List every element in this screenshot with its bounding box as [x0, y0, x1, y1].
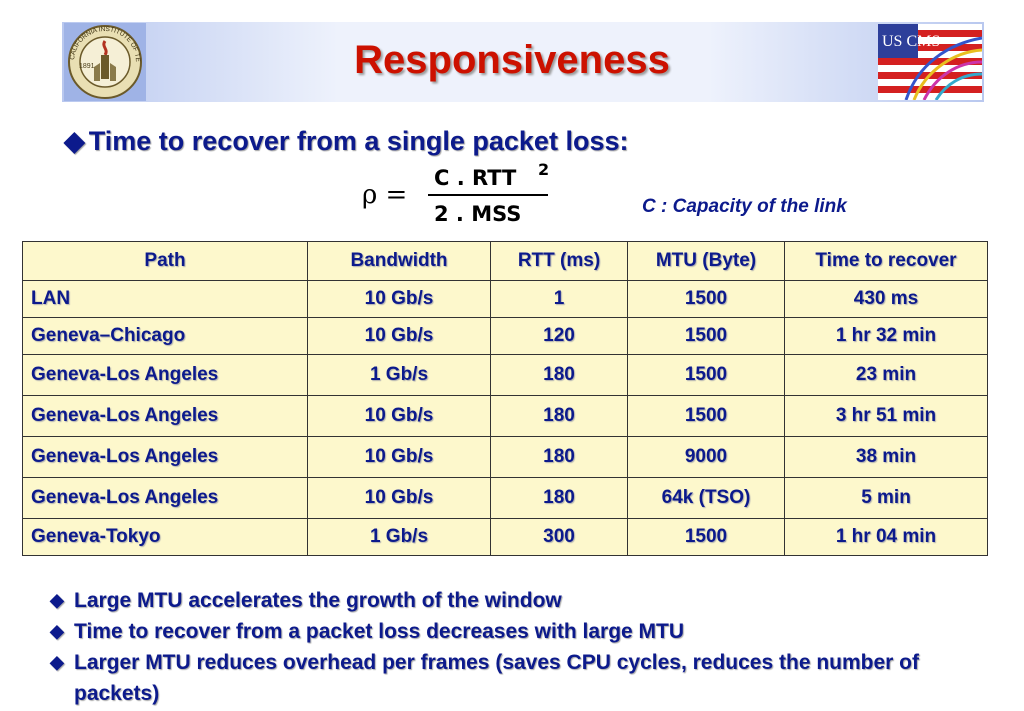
table-row: Geneva-Los Angeles 10 Gb/s 180 9000 38 m…: [22, 436, 988, 478]
formula-exponent: 2: [538, 160, 550, 179]
capacity-note: C : Capacity of the link: [642, 196, 847, 217]
cell-time: 38 min: [784, 436, 988, 478]
page-title: Responsiveness: [354, 38, 670, 82]
table-row: Geneva-Los Angeles 1 Gb/s 180 1500 23 mi…: [22, 354, 988, 396]
table-row: Geneva-Los Angeles 10 Gb/s 180 1500 3 hr…: [22, 395, 988, 437]
cell-mtu: 1500: [627, 354, 785, 396]
cell-rtt: 180: [490, 395, 628, 437]
formula-denominator: 2 . MSS: [434, 202, 522, 226]
cell-rtt: 300: [490, 518, 628, 556]
cell-time: 1 hr 32 min: [784, 317, 988, 355]
cell-path: Geneva-Los Angeles: [22, 354, 308, 396]
diamond-bullet-icon: ◆: [50, 590, 64, 610]
cell-path: Geneva-Tokyo: [22, 518, 308, 556]
cell-bandwidth: 10 Gb/s: [307, 477, 491, 519]
cell-path: Geneva-Los Angeles: [22, 436, 308, 478]
header-bandwidth: Bandwidth: [307, 241, 491, 281]
cell-mtu: 1500: [627, 518, 785, 556]
cell-time: 23 min: [784, 354, 988, 396]
cell-bandwidth: 1 Gb/s: [307, 354, 491, 396]
cell-bandwidth: 10 Gb/s: [307, 436, 491, 478]
note-text: Larger MTU reduces overhead per frames (…: [74, 651, 919, 705]
cell-rtt: 180: [490, 477, 628, 519]
caltech-seal-logo: 1891 CALIFORNIA INSTITUTE OF TECHNOLOGY: [64, 23, 146, 101]
header-mtu: MTU (Byte): [627, 241, 785, 281]
note-text: Large MTU accelerates the growth of the …: [74, 589, 562, 612]
formula-symbol: ρ =: [362, 180, 408, 210]
diamond-bullet-icon: ◆: [50, 621, 64, 641]
diamond-bullet-icon: ◆: [64, 126, 85, 156]
us-cms-logo-text: US CMS: [882, 33, 940, 50]
note-text: Time to recover from a packet loss decre…: [74, 620, 685, 643]
header-rtt: RTT (ms): [490, 241, 628, 281]
table-row: Geneva-Los Angeles 10 Gb/s 180 64k (TSO)…: [22, 477, 988, 519]
cell-rtt: 1: [490, 280, 628, 318]
cell-bandwidth: 10 Gb/s: [307, 317, 491, 355]
diamond-bullet-icon: ◆: [50, 652, 64, 672]
formula-numerator: C . RTT: [434, 166, 517, 190]
recovery-time-table: Path Bandwidth RTT (ms) MTU (Byte) Time …: [22, 241, 988, 556]
table-header-row: Path Bandwidth RTT (ms) MTU (Byte) Time …: [22, 241, 988, 281]
fraction-line: [428, 194, 548, 196]
cell-bandwidth: 1 Gb/s: [307, 518, 491, 556]
cell-rtt: 120: [490, 317, 628, 355]
table-row: LAN 10 Gb/s 1 1500 430 ms: [22, 280, 988, 318]
cell-mtu: 9000: [627, 436, 785, 478]
title-banner: [62, 22, 984, 102]
svg-text:1891: 1891: [79, 63, 95, 70]
recovery-formula: ρ = C . RTT 2 2 . MSS: [362, 160, 562, 230]
cell-rtt: 180: [490, 354, 628, 396]
cell-path: Geneva–Chicago: [22, 317, 308, 355]
main-bullet: ◆ Time to recover from a single packet lo…: [64, 126, 628, 157]
cell-time: 1 hr 04 min: [784, 518, 988, 556]
header-path: Path: [22, 241, 308, 281]
table-row: Geneva–Chicago 10 Gb/s 120 1500 1 hr 32 …: [22, 317, 988, 355]
cell-mtu: 1500: [627, 280, 785, 318]
cell-rtt: 180: [490, 436, 628, 478]
cell-bandwidth: 10 Gb/s: [307, 395, 491, 437]
cell-mtu: 1500: [627, 317, 785, 355]
cell-time: 3 hr 51 min: [784, 395, 988, 437]
note-item: ◆ Large MTU accelerates the growth of th…: [50, 585, 980, 616]
cell-mtu: 64k (TSO): [627, 477, 785, 519]
notes-list: ◆ Large MTU accelerates the growth of th…: [50, 585, 980, 709]
cell-mtu: 1500: [627, 395, 785, 437]
cell-bandwidth: 10 Gb/s: [307, 280, 491, 318]
us-cms-logo: US CMS: [878, 24, 982, 100]
cell-time: 430 ms: [784, 280, 988, 318]
header-time-to-recover: Time to recover: [784, 241, 988, 281]
main-bullet-text: Time to recover from a single packet los…: [88, 126, 629, 156]
cell-path: LAN: [22, 280, 308, 318]
note-item: ◆ Larger MTU reduces overhead per frames…: [50, 647, 980, 709]
note-item: ◆ Time to recover from a packet loss dec…: [50, 616, 980, 647]
cell-path: Geneva-Los Angeles: [22, 395, 308, 437]
cell-time: 5 min: [784, 477, 988, 519]
cell-path: Geneva-Los Angeles: [22, 477, 308, 519]
table-row: Geneva-Tokyo 1 Gb/s 300 1500 1 hr 04 min: [22, 518, 988, 556]
